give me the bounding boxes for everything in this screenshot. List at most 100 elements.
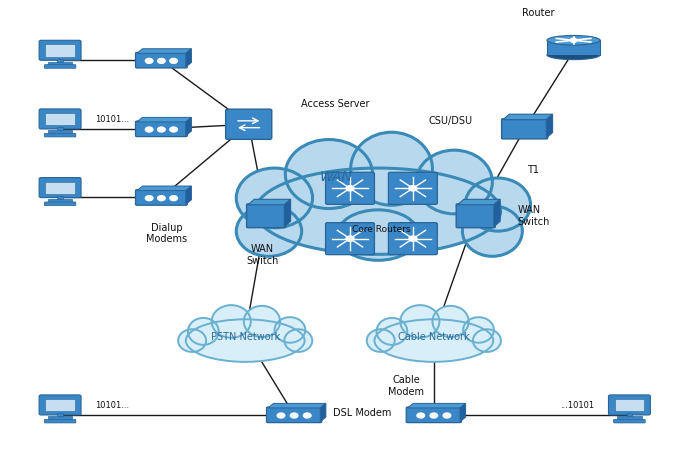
Text: WAN
Switch: WAN Switch: [518, 205, 550, 227]
FancyBboxPatch shape: [39, 395, 81, 415]
Circle shape: [158, 58, 165, 63]
Circle shape: [277, 413, 285, 418]
Ellipse shape: [237, 168, 313, 228]
Ellipse shape: [237, 206, 302, 256]
Ellipse shape: [463, 317, 494, 343]
Polygon shape: [186, 118, 191, 136]
FancyBboxPatch shape: [44, 133, 76, 137]
Ellipse shape: [337, 210, 419, 260]
Polygon shape: [458, 199, 500, 205]
Circle shape: [170, 127, 177, 132]
Ellipse shape: [351, 132, 433, 205]
Circle shape: [443, 413, 451, 418]
Text: Cable Network: Cable Network: [398, 332, 470, 342]
Polygon shape: [460, 403, 466, 422]
FancyBboxPatch shape: [246, 204, 286, 228]
FancyBboxPatch shape: [136, 121, 187, 137]
FancyBboxPatch shape: [389, 172, 438, 204]
Circle shape: [146, 58, 153, 63]
FancyBboxPatch shape: [608, 395, 650, 415]
Bar: [46, 113, 75, 125]
FancyBboxPatch shape: [456, 204, 496, 228]
FancyBboxPatch shape: [326, 172, 374, 204]
FancyBboxPatch shape: [267, 407, 322, 423]
Circle shape: [346, 236, 354, 241]
Ellipse shape: [400, 305, 440, 338]
Ellipse shape: [284, 329, 312, 352]
Polygon shape: [268, 403, 326, 408]
Polygon shape: [186, 49, 191, 67]
Ellipse shape: [244, 306, 280, 337]
Bar: [48, 199, 72, 202]
Bar: [57, 59, 63, 62]
Text: 10101...: 10101...: [95, 401, 129, 410]
FancyBboxPatch shape: [614, 420, 645, 423]
Ellipse shape: [367, 329, 395, 352]
FancyBboxPatch shape: [326, 223, 374, 255]
Ellipse shape: [188, 318, 218, 345]
Circle shape: [158, 196, 165, 201]
Text: PSTN Network: PSTN Network: [211, 332, 280, 342]
Ellipse shape: [256, 168, 500, 254]
Text: T1: T1: [526, 165, 539, 175]
Polygon shape: [248, 199, 290, 205]
FancyBboxPatch shape: [39, 40, 81, 60]
Text: ...10101: ...10101: [561, 401, 594, 410]
Text: WAN: WAN: [320, 170, 353, 185]
Polygon shape: [137, 186, 191, 190]
Circle shape: [146, 127, 153, 132]
Polygon shape: [407, 403, 466, 408]
Text: Core Routers: Core Routers: [352, 225, 411, 234]
Polygon shape: [284, 199, 290, 227]
Ellipse shape: [463, 206, 522, 256]
Text: Cable
Modem: Cable Modem: [388, 375, 424, 397]
Polygon shape: [186, 186, 191, 204]
FancyBboxPatch shape: [44, 202, 76, 206]
Circle shape: [146, 196, 153, 201]
Bar: [48, 130, 72, 133]
Ellipse shape: [433, 306, 469, 337]
Circle shape: [158, 127, 165, 132]
Circle shape: [430, 413, 438, 418]
Text: Access Server: Access Server: [301, 99, 370, 109]
Ellipse shape: [473, 329, 501, 352]
Polygon shape: [137, 118, 191, 122]
Circle shape: [170, 196, 177, 201]
Circle shape: [290, 413, 298, 418]
Text: CSU/DSU: CSU/DSU: [428, 116, 472, 126]
Circle shape: [303, 413, 311, 418]
FancyBboxPatch shape: [406, 407, 461, 423]
FancyBboxPatch shape: [44, 65, 76, 68]
FancyBboxPatch shape: [502, 119, 547, 139]
Circle shape: [570, 38, 577, 42]
Ellipse shape: [416, 150, 492, 214]
FancyBboxPatch shape: [136, 190, 187, 205]
Polygon shape: [546, 114, 552, 138]
Ellipse shape: [211, 305, 251, 338]
Ellipse shape: [465, 178, 531, 231]
Bar: [57, 127, 63, 131]
Ellipse shape: [547, 50, 600, 60]
FancyBboxPatch shape: [136, 52, 187, 68]
Bar: [48, 416, 72, 419]
Bar: [48, 62, 72, 65]
Bar: [547, 40, 600, 55]
Bar: [46, 182, 75, 194]
Bar: [57, 196, 63, 199]
Ellipse shape: [286, 140, 372, 208]
Circle shape: [417, 413, 424, 418]
Bar: [617, 416, 642, 419]
Bar: [46, 399, 75, 411]
Polygon shape: [503, 114, 552, 120]
Circle shape: [346, 186, 354, 191]
Text: 10101...: 10101...: [95, 115, 129, 124]
Circle shape: [409, 186, 417, 191]
Ellipse shape: [274, 317, 305, 343]
Circle shape: [170, 58, 177, 63]
FancyBboxPatch shape: [39, 109, 81, 129]
Polygon shape: [137, 49, 191, 53]
Bar: [46, 45, 75, 57]
Ellipse shape: [377, 318, 407, 345]
FancyBboxPatch shape: [389, 223, 438, 255]
Text: WAN
Switch: WAN Switch: [246, 244, 279, 266]
